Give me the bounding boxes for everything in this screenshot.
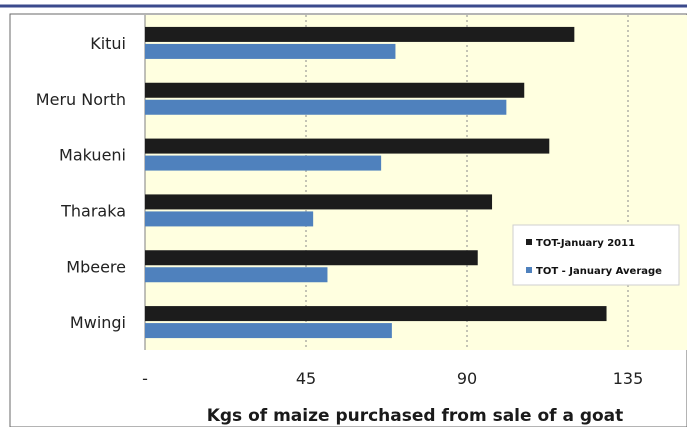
x-tick-label: - — [142, 369, 148, 388]
legend: TOT-January 2011 TOT - January Average — [513, 225, 679, 285]
bar-series-2-meru-north — [145, 100, 506, 115]
category-label: Meru North — [36, 90, 126, 109]
bar-series-1-tharaka — [145, 194, 492, 209]
bar-series-2-mwingi — [145, 323, 392, 338]
bar-series-1-mbeere — [145, 250, 478, 265]
category-label: Mwingi — [70, 313, 126, 332]
bar-series-1-kitui — [145, 27, 574, 42]
legend-label-series-2: TOT - January Average — [536, 266, 662, 277]
bar-series-1-meru-north — [145, 83, 524, 98]
bar-series-1-makueni — [145, 139, 549, 154]
plot-area — [145, 15, 687, 350]
category-label: Kitui — [90, 34, 126, 53]
bar-series-2-tharaka — [145, 211, 313, 226]
bar-series-1-mwingi — [145, 306, 607, 321]
legend-marker-series-2 — [526, 267, 532, 273]
bar-series-2-mbeere — [145, 267, 327, 282]
x-tick-label: 45 — [296, 369, 316, 388]
x-tick-label: 90 — [457, 369, 477, 388]
legend-marker-series-1 — [526, 239, 532, 245]
category-label: Makueni — [59, 146, 126, 165]
bar-series-2-kitui — [145, 44, 395, 59]
category-label: Tharaka — [60, 201, 126, 220]
category-label: Mbeere — [66, 257, 126, 276]
bar-series-2-makueni — [145, 156, 381, 171]
x-tick-label: 135 — [613, 369, 644, 388]
legend-label-series-1: TOT-January 2011 — [536, 238, 635, 249]
x-axis-label: Kgs of maize purchased from sale of a go… — [207, 406, 624, 426]
